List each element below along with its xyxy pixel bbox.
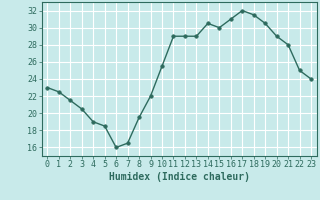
X-axis label: Humidex (Indice chaleur): Humidex (Indice chaleur) — [109, 172, 250, 182]
